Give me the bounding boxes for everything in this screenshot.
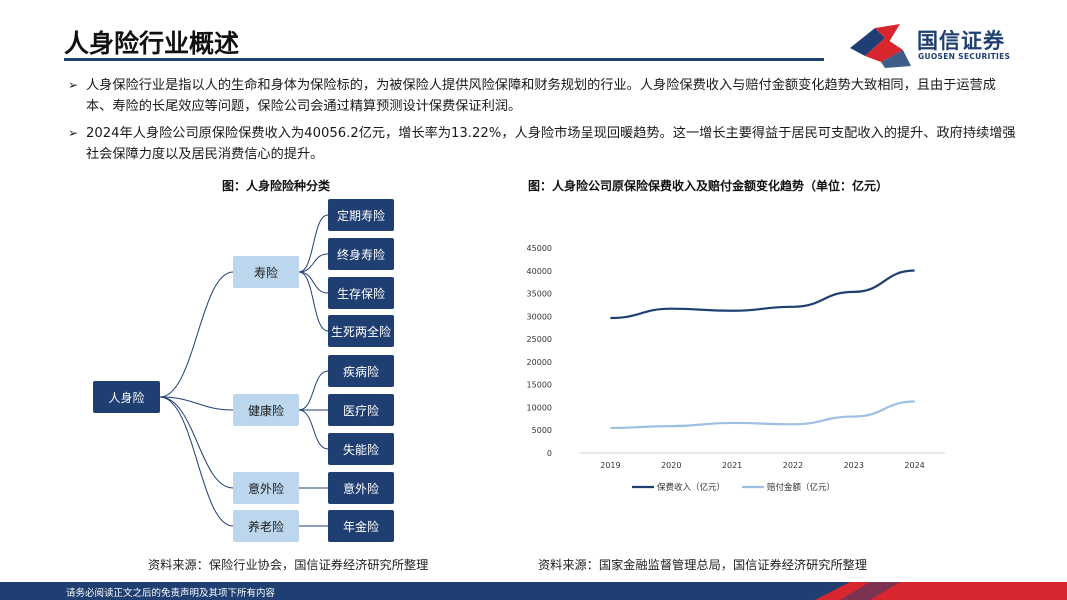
tree-category-node: 养老险: [233, 510, 299, 542]
bullet-text: 人身保险行业是指以人的生命和身体为保险标的，为被保险人提供风险保障和财务规划的行…: [86, 78, 996, 114]
bullet-list: ➢ 人身保险行业是指以人的生命和身体为保险标的，为被保险人提供风险保障和财务规划…: [68, 75, 1018, 171]
tree-leaf-node: 失能险: [328, 433, 394, 465]
tree-leaf-node: 生死两全险: [328, 315, 394, 347]
x-tick-label: 2023: [844, 461, 864, 470]
x-tick-label: 2021: [722, 461, 742, 470]
tree-leaf-node: 意外险: [328, 472, 394, 504]
tree-category-node: 健康险: [233, 394, 299, 426]
y-tick-label: 0: [547, 449, 552, 458]
y-tick-label: 30000: [527, 312, 552, 321]
x-tick-label: 2022: [783, 461, 803, 470]
x-tick-label: 2019: [600, 461, 620, 470]
tree-leaf-node: 生存保险: [328, 277, 394, 309]
y-tick-label: 10000: [527, 403, 552, 412]
footer-decoration: [815, 582, 1067, 600]
tree-category-node: 意外险: [233, 472, 299, 504]
tree-leaf-node: 医疗险: [328, 394, 394, 426]
footer-disclaimer: 请务必阅读正文之后的免责声明及其项下所有内容: [66, 588, 276, 599]
tree-leaf-node: 定期寿险: [328, 199, 394, 231]
y-tick-label: 15000: [527, 381, 552, 390]
title-underline: [64, 58, 824, 61]
series-line-2: [610, 400, 915, 430]
tree-source-note: 资料来源：保险行业协会，国信证券经济研究所整理: [148, 558, 429, 572]
y-tick-label: 25000: [527, 335, 552, 344]
legend-label-1: 保费收入（亿元）: [657, 482, 725, 493]
chart-figure-title: 图：人身险公司原保险保费收入及赔付金额变化趋势（单位：亿元）: [528, 179, 889, 193]
y-tick-label: 40000: [527, 267, 552, 276]
x-tick-label: 2020: [661, 461, 681, 470]
logo-chinese-name: 国信证券: [917, 29, 1005, 53]
chart-source-note: 资料来源：国家金融监督管理总局，国信证券经济研究所整理: [538, 558, 868, 572]
y-tick-label: 45000: [527, 244, 552, 253]
tree-figure-title: 图：人身险险种分类: [222, 179, 331, 193]
guosen-logo-icon: [850, 24, 911, 68]
tree-category-node: 寿险: [233, 256, 299, 288]
legend-label-2: 赔付金额（亿元）: [767, 482, 835, 493]
arrow-bullet-icon: ➢: [68, 78, 79, 92]
y-tick-label: 20000: [527, 358, 552, 367]
series-line-1: [610, 269, 915, 320]
logo-english-name: GUOSEN SECURITIES: [918, 52, 1011, 61]
tree-root-node: 人身险: [93, 381, 160, 413]
bullet-item: ➢ 人身保险行业是指以人的生命和身体为保险标的，为被保险人提供风险保障和财务规划…: [68, 75, 1018, 117]
x-tick-label: 2024: [904, 461, 924, 470]
bullet-item: ➢ 2024年人身险公司原保险保费收入为40056.2亿元，增长率为13.22%…: [68, 123, 1018, 165]
y-tick-label: 35000: [527, 290, 552, 299]
tree-leaf-node: 终身寿险: [328, 238, 394, 270]
bullet-text: 2024年人身险公司原保险保费收入为40056.2亿元，增长率为13.22%，人…: [86, 126, 1016, 162]
arrow-bullet-icon: ➢: [68, 126, 79, 140]
y-tick-label: 5000: [532, 426, 552, 435]
tree-leaf-node: 年金险: [328, 510, 394, 542]
page-title: 人身险行业概述: [64, 29, 240, 58]
tree-leaf-node: 疾病险: [328, 355, 394, 387]
footer-bar: [0, 582, 1067, 600]
